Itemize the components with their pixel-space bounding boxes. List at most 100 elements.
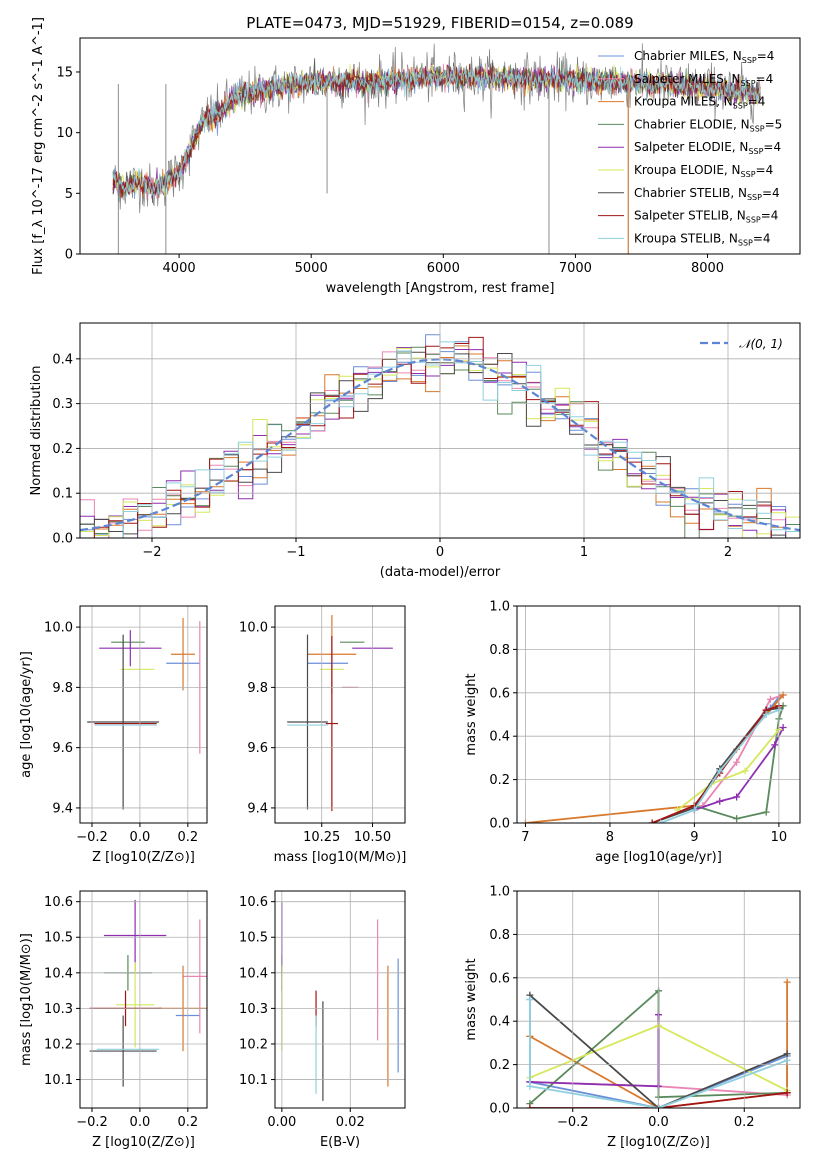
panel-spectrum: 4000 5000 6000 7000 8000 0 5 10 15 wavelength [An…	[31, 17, 801, 296]
y-tick-label: 0.3	[52, 397, 73, 412]
plot-area-spectrum	[112, 43, 761, 254]
legend-nssp-eq: =	[765, 117, 775, 131]
x-tick-label: 8	[606, 830, 614, 845]
plot-area-age_vs_mass	[287, 615, 393, 811]
y-tick-label: 10.2	[44, 1037, 73, 1052]
axes-frame	[516, 605, 801, 824]
axes-frame	[79, 605, 208, 824]
x-tick-label: 9	[690, 830, 698, 845]
mass-weight-marker	[733, 815, 741, 823]
y-tick-label: 10.0	[239, 621, 268, 636]
legend-label: Kroupa MILES, NSSP=4	[634, 95, 765, 111]
axes-frame	[516, 890, 801, 1109]
legend-nssp-sub: SSP	[742, 56, 757, 65]
y-tick-label: 10.5	[239, 931, 268, 946]
legend-nssp-prefix: , N	[730, 186, 747, 200]
x-tick-label: 10.50	[354, 830, 391, 845]
y-tick-label: 9.8	[247, 681, 268, 696]
x-tick-label: 10	[771, 830, 788, 845]
residual-histogram	[80, 341, 800, 538]
x-tick-label: 6000	[427, 261, 460, 276]
legend-model-name: Chabrier STELIB	[634, 186, 730, 200]
legend-nssp-value: 4	[766, 163, 774, 177]
plot-area-massweight_vs_age	[521, 691, 787, 823]
legend-nssp-eq: =	[748, 95, 758, 109]
y-tick-label: 0.2	[489, 773, 510, 788]
legend-model-name: Salpeter MILES	[634, 72, 724, 86]
axes-frame	[274, 890, 406, 1109]
x-tick-label: −0.2	[557, 1115, 589, 1130]
legend-nssp-prefix: , N	[733, 117, 750, 131]
x-tick-label: 0.02	[336, 1115, 365, 1130]
panel-massweight_vs_age: 7 8 9 10 0.0 0.2 0.4 0.6 0.8 1.0 age [log10(age/yr…	[464, 600, 801, 865]
x-tick-label: 0.0	[648, 1115, 669, 1130]
legend-nssp-prefix: , N	[732, 140, 749, 154]
mass-weight-marker	[526, 996, 534, 1003]
y-tick-label: 0.0	[489, 817, 510, 832]
legend-nssp-prefix: , N	[716, 95, 733, 109]
y-tick-label: 1.0	[489, 600, 510, 615]
mass-weight-marker	[741, 767, 749, 775]
legend-nssp-value: 4	[773, 140, 781, 154]
x-axis-label: mass [log10(M/M⊙)]	[274, 850, 407, 865]
panel-residuals: −2 −1 0 1 2 0.0 0.1 0.2 0.3 0.4 (data-model)/error…	[29, 322, 801, 580]
y-tick-label: 9.4	[247, 801, 268, 816]
legend-nssp-value: 4	[771, 209, 779, 223]
x-axis-label: Z [log10(Z/Z⊙)]	[92, 1135, 195, 1150]
y-tick-label: 10.4	[44, 966, 73, 981]
mass-weight-marker	[783, 1089, 791, 1097]
x-axis-label: E(B-V)	[320, 1135, 360, 1150]
mass-weight-marker	[526, 1082, 534, 1090]
legend-nssp-sub: SSP	[750, 124, 765, 133]
y-tick-label: 0.2	[52, 442, 73, 457]
legend-nssp-sub: SSP	[746, 216, 761, 225]
axes-frame	[79, 890, 208, 1109]
legend-nssp-sub: SSP	[741, 170, 756, 179]
y-tick-label: 10.5	[44, 931, 73, 946]
y-tick-label: 9.4	[52, 801, 73, 816]
legend-nssp-value: 4	[758, 95, 766, 109]
legend-label: 𝒩(0, 1)	[739, 337, 783, 351]
legend-label: Chabrier ELODIE, NSSP=5	[634, 117, 782, 133]
legend-label: Chabrier MILES, NSSP=4	[634, 49, 774, 65]
mass-weight-line	[676, 729, 780, 811]
x-tick-label: 7	[521, 830, 529, 845]
y-tick-label: 0.1	[52, 487, 73, 502]
legend-model-name: Chabrier MILES	[634, 49, 725, 63]
plot-area-mass_vs_Z	[89, 899, 207, 1087]
y-tick-label: 0.4	[489, 730, 510, 745]
legend-nssp-prefix: , N	[729, 209, 746, 223]
mass-weight-marker	[783, 978, 791, 986]
legend-nssp-eq: =	[763, 140, 773, 154]
x-tick-label: 5000	[295, 261, 328, 276]
y-tick-label: 10.3	[239, 1002, 268, 1017]
y-tick-label: 10.6	[44, 895, 73, 910]
legend-nssp-eq: =	[756, 72, 766, 86]
x-tick-label: −1	[286, 545, 305, 560]
legend-nssp-prefix: , N	[721, 231, 738, 245]
mass-weight-line	[525, 694, 784, 823]
y-axis-label: age [log10(age/yr)]	[19, 651, 34, 778]
y-tick-label: 0	[65, 248, 73, 263]
legend-nssp-sub: SSP	[741, 79, 756, 88]
x-tick-label: −0.2	[76, 830, 108, 845]
y-tick-label: 0.6	[489, 686, 510, 701]
legend-model-name: Chabrier ELODIE	[634, 117, 733, 131]
x-axis-label: Z [log10(Z/Z⊙)]	[607, 1135, 710, 1150]
mass-weight-marker	[762, 808, 770, 816]
panel-massweight_vs_Z: −0.2 0.0 0.2 0.0 0.2 0.4 0.6 0.8 1.0 Z [log10(Z/Z…	[464, 885, 801, 1150]
mass-weight-marker	[526, 1104, 534, 1108]
y-tick-label: 0.0	[489, 1102, 510, 1117]
mass-weight-marker	[716, 767, 724, 775]
mass-weight-marker	[733, 758, 741, 766]
y-tick-label: 10.2	[239, 1037, 268, 1052]
legend-nssp-prefix: , N	[725, 49, 742, 63]
y-tick-label: 10.3	[44, 1002, 73, 1017]
y-tick-label: 0.4	[52, 352, 73, 367]
mass-weight-marker	[648, 819, 656, 823]
panel-mass_vs_Z: −0.2 0.0 0.2 10.1 10.2 10.3 10.4 10.5 10.6 Z [log…	[19, 890, 208, 1150]
y-tick-label: 9.8	[52, 681, 73, 696]
x-tick-label: −0.2	[76, 1115, 108, 1130]
y-tick-label: 1.0	[489, 885, 510, 900]
axes-frame	[79, 37, 801, 255]
